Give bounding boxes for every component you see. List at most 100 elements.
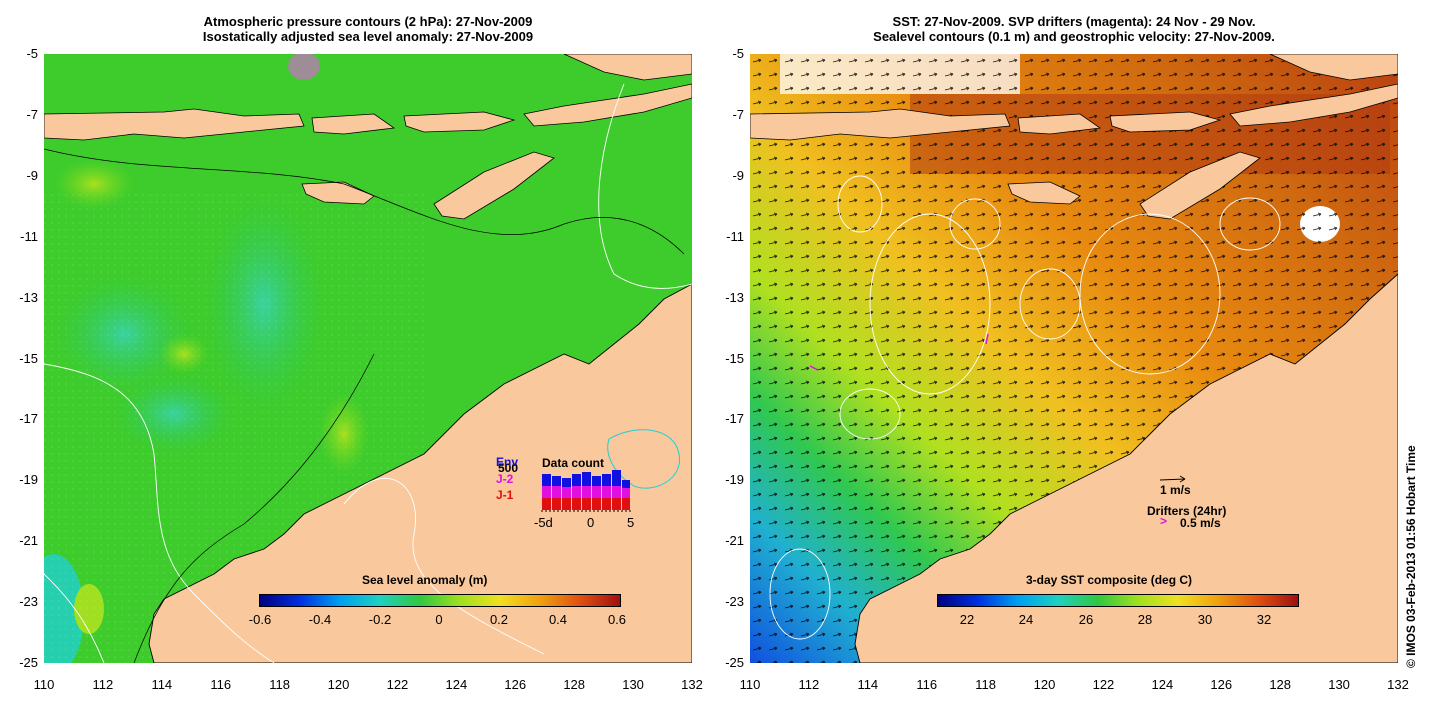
lat-tick-label: -19 [725, 472, 744, 488]
drifter-symbol: > [1160, 514, 1168, 528]
data-count-bars [541, 470, 631, 512]
sealevel-contour [1079, 213, 1221, 375]
lon-tick-label: 120 [327, 677, 350, 692]
shelf-contour [44, 148, 685, 255]
lon-tick-label: 124 [1151, 677, 1174, 692]
sla-tick: -0.4 [308, 612, 332, 627]
lon-tick-label: 110 [739, 677, 761, 692]
sla-tick: 0 [435, 612, 443, 627]
java-coast [44, 108, 305, 141]
lon-tick-label: 114 [857, 677, 879, 692]
right-title-line2: Sealevel contours (0.1 m) and geostrophi… [873, 29, 1275, 44]
lon-tick-label: 128 [1269, 677, 1292, 692]
sla-tick: 0.6 [607, 612, 627, 627]
lat-tick-label: -9 [732, 167, 744, 183]
lat-tick-label: -13 [725, 289, 744, 305]
lon-tick-label: 120 [1033, 677, 1056, 692]
lat-tick-label: -15 [725, 350, 744, 366]
lat-tick-label: -15 [19, 350, 38, 366]
sst-tick: 26 [1078, 612, 1094, 627]
flores-coast [403, 111, 516, 133]
drifter-track [985, 333, 989, 345]
legend-env: Env [496, 455, 519, 469]
sumbawa-coast [1017, 113, 1102, 135]
lat-tick-label: -17 [725, 411, 744, 427]
gulf-contour [607, 429, 680, 489]
legend-j1: J-1 [496, 488, 514, 502]
lat-tick-label: -13 [19, 289, 38, 305]
lon-tick-label: 118 [269, 677, 290, 692]
sealevel-contour [1019, 268, 1081, 340]
lon-tick-label: 126 [504, 677, 527, 692]
data-count-x-min: -5d [534, 515, 553, 530]
australia-coast [148, 283, 692, 663]
sla-colorbar-title: Sea level anomaly (m) [362, 573, 488, 587]
australia-coast [854, 273, 1398, 663]
lat-tick-label: -5 [732, 46, 744, 61]
java-coast [750, 108, 1011, 141]
lon-tick-label: 130 [622, 677, 644, 692]
lat-tick-label: -11 [20, 228, 38, 244]
timor-coast [1139, 151, 1261, 220]
sealevel-contour [1219, 197, 1281, 251]
lat-tick-label: -21 [725, 533, 744, 549]
sla-tick: -0.2 [368, 612, 392, 627]
sealevel-contour [769, 548, 831, 640]
sealevel-contour [839, 388, 901, 440]
lat-tick-label: -7 [732, 106, 744, 122]
sst-map [750, 54, 1398, 663]
lon-tick-label: 114 [151, 677, 173, 692]
lon-tick-label: 124 [445, 677, 468, 692]
lon-tick-label: 116 [916, 677, 938, 692]
lon-tick-label: 112 [92, 677, 114, 692]
right-title: SST: 27-Nov-2009. SVP drifters (magenta)… [750, 14, 1398, 44]
sst-colorbar-title: 3-day SST composite (deg C) [1026, 573, 1193, 587]
lat-tick-label: -23 [725, 594, 744, 610]
legend-j2: J-2 [496, 472, 514, 486]
sla-colorbar [259, 594, 621, 607]
sealevel-contour [869, 213, 991, 395]
lon-tick-label: 116 [210, 677, 232, 692]
lon-tick-label: 112 [798, 677, 820, 692]
small-islands-coast [1229, 83, 1398, 127]
pressure-contour [343, 477, 545, 655]
anomaly-blob [288, 54, 320, 80]
sealevel-contour [949, 198, 1001, 250]
sst-tick: 30 [1197, 612, 1213, 627]
lat-tick-label: -9 [26, 167, 38, 183]
flores-coast [1109, 111, 1222, 133]
sst-tick: 22 [959, 612, 975, 627]
data-count-x-zero: 0 [587, 515, 595, 530]
data-count-x-max: 5 [627, 515, 635, 530]
lon-tick-label: 132 [1387, 677, 1409, 692]
lat-tick-label: -11 [726, 228, 744, 244]
data-count-title: Data count [542, 456, 605, 470]
sumba-coast [1007, 181, 1081, 205]
sea-level-map [44, 54, 692, 663]
small-islands-coast [523, 83, 692, 127]
data-count-ymax: 500 [498, 461, 519, 475]
sst-tick: 32 [1256, 612, 1272, 627]
lat-tick-label: -25 [19, 655, 38, 670]
lon-tick-label: 118 [975, 677, 996, 692]
sumbawa-coast [311, 113, 396, 135]
sla-tick: -0.6 [248, 612, 272, 627]
sst-tick: 24 [1018, 612, 1034, 627]
left-title-line2: Isostatically adjusted sea level anomaly… [202, 29, 534, 44]
left-title-line1: Atmospheric pressure contours (2 hPa): 2… [203, 14, 533, 29]
lat-tick-label: -23 [19, 594, 38, 610]
lon-tick-label: 110 [33, 677, 55, 692]
lon-tick-label: 126 [1210, 677, 1233, 692]
pressure-contour [44, 363, 275, 663]
lat-tick-label: -7 [26, 106, 38, 122]
velocity-scale-label: 1 m/s [1160, 483, 1191, 497]
lon-tick-label: 128 [563, 677, 586, 692]
sla-tick: 0.2 [489, 612, 509, 627]
shelf-contour [133, 353, 375, 663]
lon-tick-label: 122 [1092, 677, 1115, 692]
sst-colorbar [937, 594, 1299, 607]
lat-tick-label: -5 [26, 46, 38, 61]
sla-tick: 0.4 [548, 612, 568, 627]
lon-tick-label: 132 [681, 677, 703, 692]
png-coast [1269, 54, 1398, 81]
